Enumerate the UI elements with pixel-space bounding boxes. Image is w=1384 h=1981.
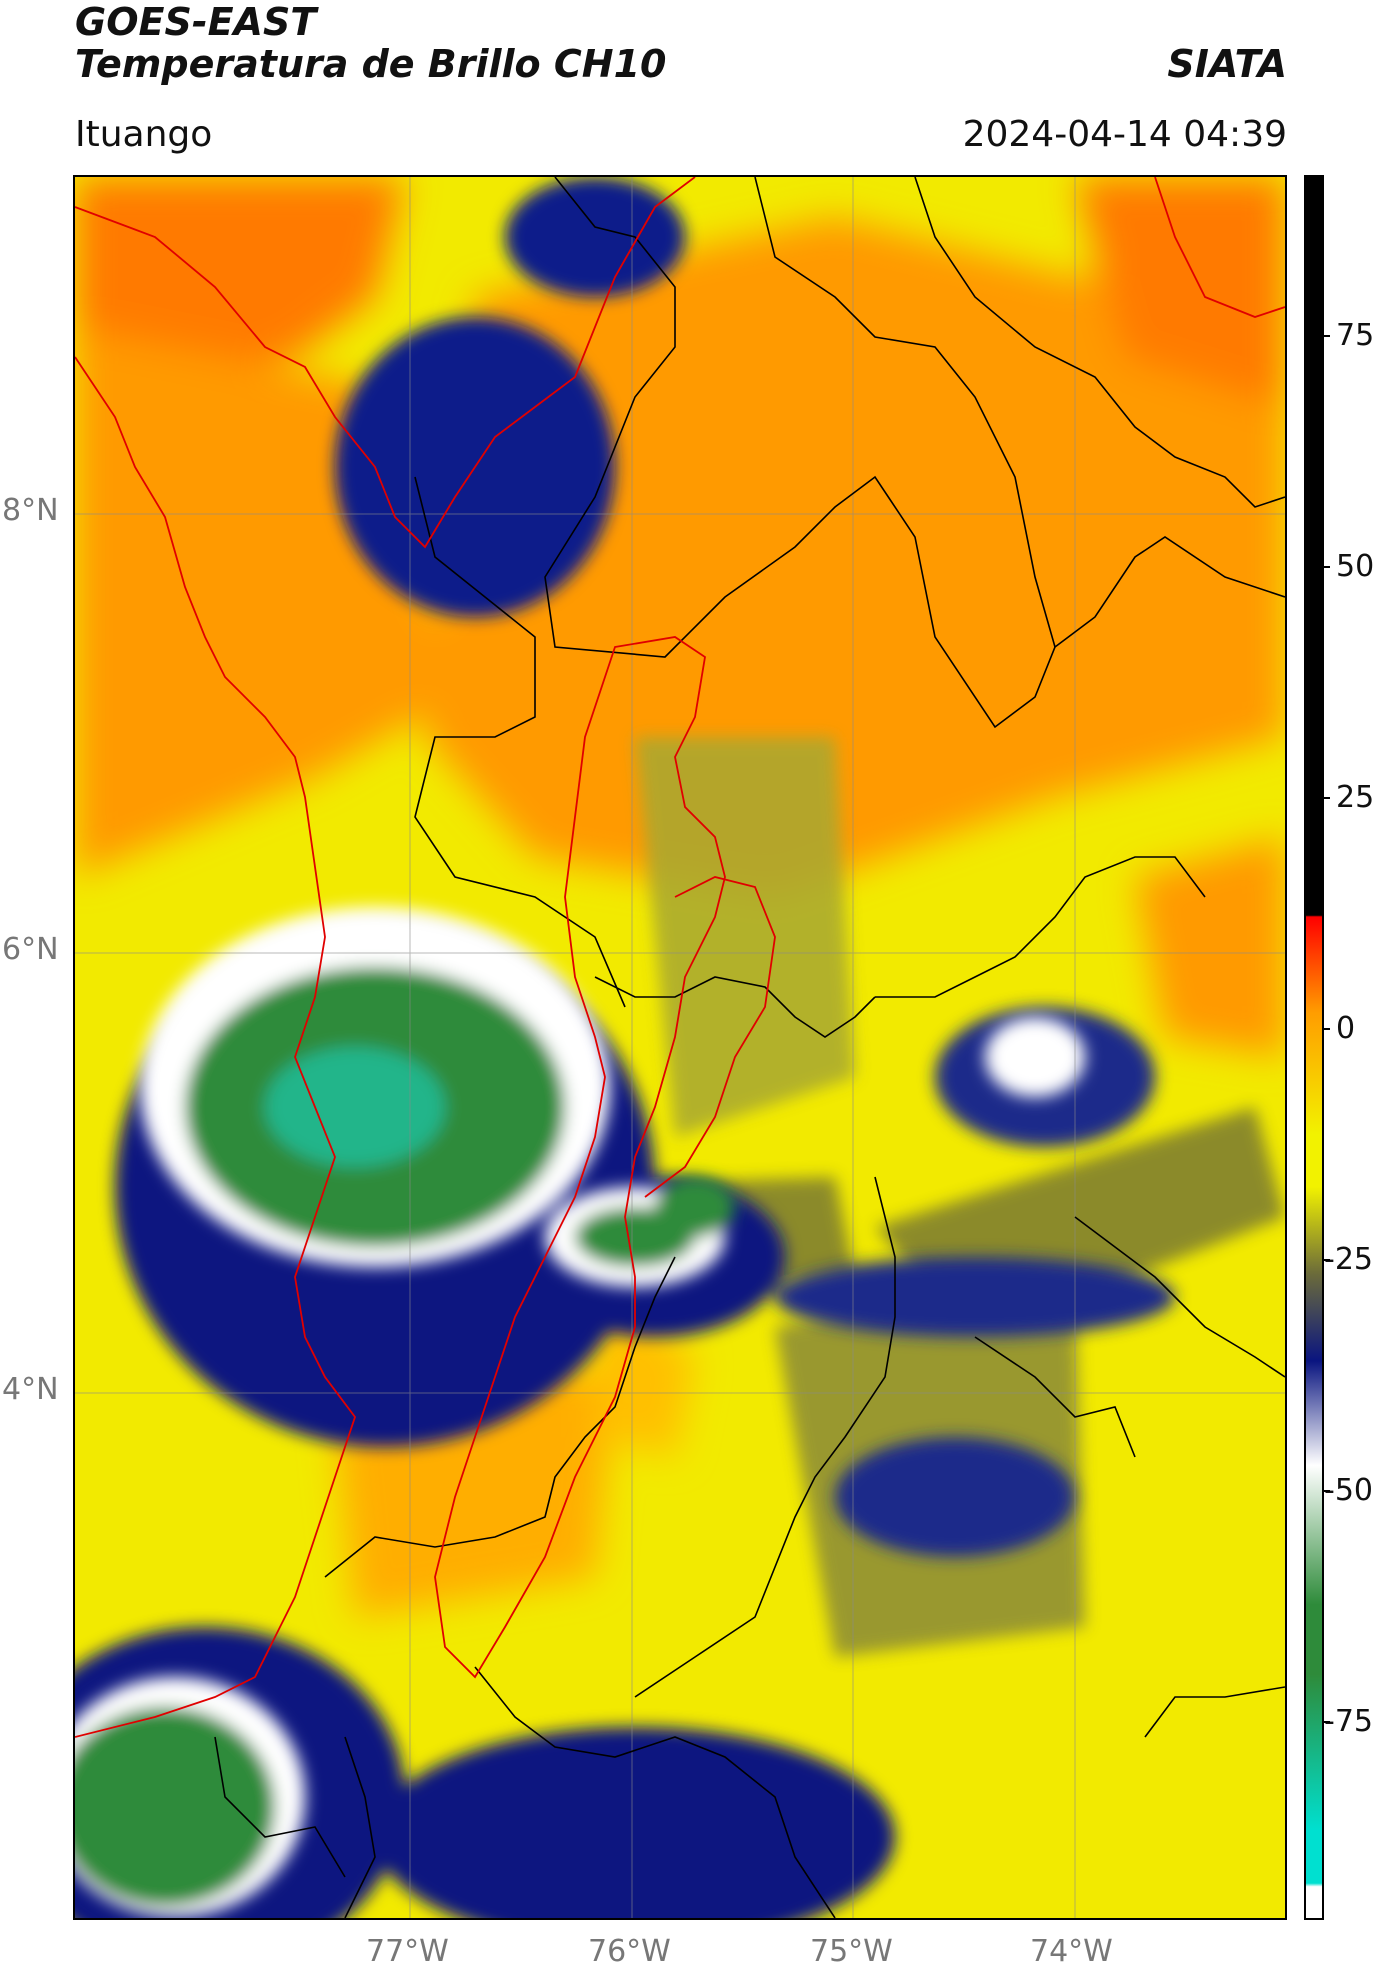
colorbar-tick-minus50: -50 [1324,1473,1373,1508]
temperature-colorbar [1304,175,1324,1920]
map-canvas [75,177,1285,1918]
region-label: Ituango [75,114,213,155]
lon-tick-76w: 76°W [588,1934,671,1969]
colorbar-tick-50: 50 [1336,549,1375,584]
colorbar-tick-minus75: -75 [1324,1704,1373,1739]
lon-tick-75w: 75°W [810,1934,893,1969]
satellite-title: GOES-EAST [75,0,317,44]
org-label: SIATA [1167,42,1287,86]
colorbar-tick-0: 0 [1336,1011,1356,1046]
colorbar-tick-75: 75 [1336,318,1375,353]
product-title: Temperatura de Brillo CH10 [75,42,667,86]
colorbar-tick-marks [1322,0,1330,1981]
lon-tick-77w: 77°W [366,1934,449,1969]
admin-borders [214,177,1285,1918]
satellite-map[interactable] [73,175,1287,1920]
colorbar-tick-25: 25 [1336,780,1375,815]
colorbar-tick-minus25: -25 [1324,1242,1373,1277]
cold-cores [75,907,1085,1917]
lat-tick-4n: 4°N [2,1372,59,1407]
coastline [75,177,1285,1738]
lat-tick-8n: 8°N [2,493,59,528]
graticule [75,177,1285,1918]
timestamp-label: 2024-04-14 04:39 [962,114,1287,155]
lon-tick-74w: 74°W [1030,1934,1113,1969]
lat-tick-6n: 6°N [2,932,59,967]
